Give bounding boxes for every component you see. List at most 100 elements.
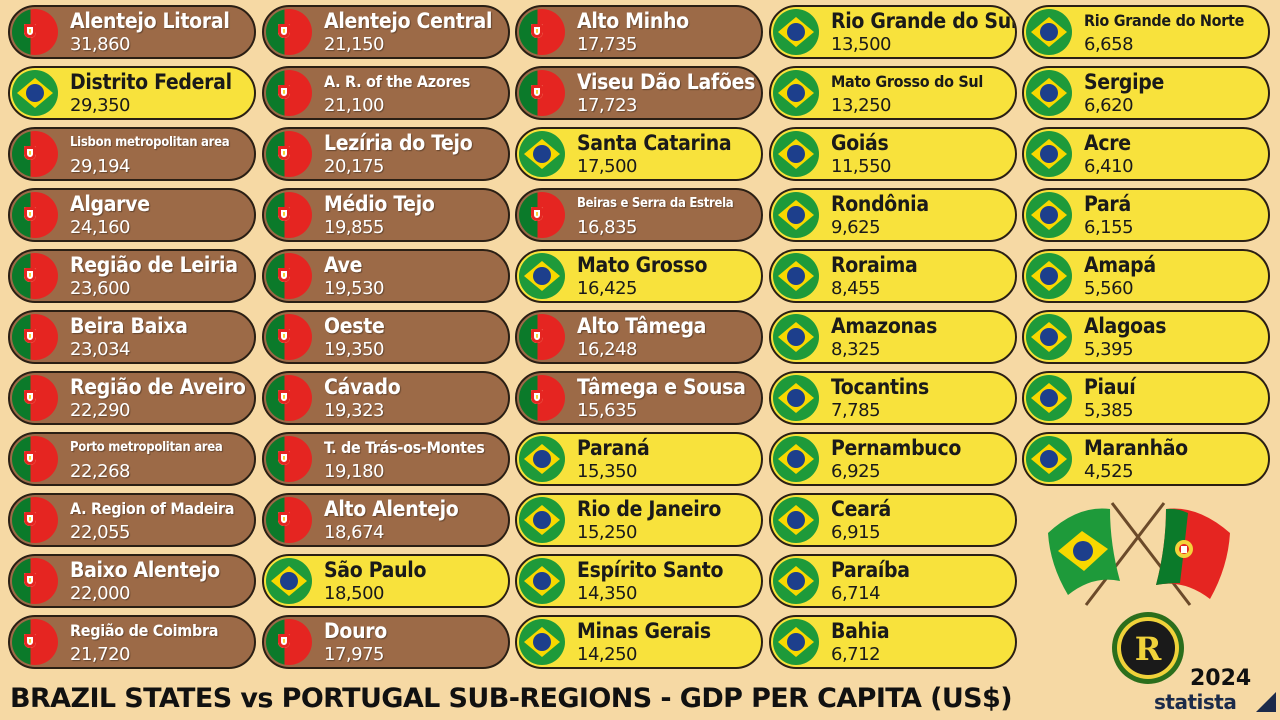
brazil-flag-icon	[1026, 314, 1072, 360]
brazil-flag-icon	[773, 131, 819, 177]
gdp-value: 17,735	[577, 34, 637, 55]
brazil-flag-icon	[1026, 192, 1072, 238]
portugal-flag-icon	[519, 9, 565, 55]
gdp-value: 6,712	[831, 644, 881, 665]
portugal-flag-icon	[12, 314, 58, 360]
region-name: Baixo Alentejo	[70, 558, 220, 582]
gdp-value: 22,055	[70, 522, 130, 543]
region-name: Ave	[324, 253, 363, 277]
portugal-flag-icon	[266, 436, 312, 482]
region-card: T. de Trás-os-Montes 19,180	[262, 432, 510, 486]
gdp-value: 7,785	[831, 400, 881, 421]
region-card: Alto Alentejo 18,674	[262, 493, 510, 547]
region-name: Beira Baixa	[70, 314, 188, 338]
region-name: Amapá	[1084, 253, 1156, 277]
region-card: Oeste 19,350	[262, 310, 510, 364]
gdp-value: 16,248	[577, 339, 637, 360]
region-name: São Paulo	[324, 558, 427, 582]
region-name: Mato Grosso	[577, 253, 708, 277]
region-name: Alto Tâmega	[577, 314, 707, 338]
portugal-flag-icon	[12, 558, 58, 604]
portugal-flag-icon	[519, 314, 565, 360]
brazil-flag-icon	[773, 9, 819, 55]
portugal-flag-icon	[266, 253, 312, 299]
year-label: 2024	[1190, 666, 1252, 691]
gdp-value: 29,350	[70, 95, 130, 116]
statista-arrow-icon	[1256, 692, 1276, 712]
portugal-flag-icon	[519, 192, 565, 238]
region-name: Alto Minho	[577, 9, 689, 33]
region-name: Douro	[324, 619, 387, 643]
region-name: Tâmega e Sousa	[577, 375, 746, 399]
region-name: Distrito Federal	[70, 70, 232, 94]
portugal-flag-icon	[12, 131, 58, 177]
region-card: Piauí 5,385	[1022, 371, 1270, 425]
brazil-flag-icon	[773, 192, 819, 238]
region-name: Região de Aveiro	[70, 375, 246, 399]
gdp-value: 5,385	[1084, 400, 1134, 421]
region-card: Amazonas 8,325	[769, 310, 1017, 364]
region-name: Goiás	[831, 131, 889, 155]
brazil-flag-icon	[773, 436, 819, 482]
gdp-value: 21,150	[324, 34, 384, 55]
portugal-flag-icon	[266, 375, 312, 421]
brazil-flag-icon	[1026, 70, 1072, 116]
gdp-value: 15,635	[577, 400, 637, 421]
region-name: Alto Alentejo	[324, 497, 459, 521]
region-name: Espírito Santo	[577, 558, 724, 582]
region-card: Amapá 5,560	[1022, 249, 1270, 303]
gdp-value: 14,250	[577, 644, 637, 665]
region-card: Lezíria do Tejo 20,175	[262, 127, 510, 181]
region-card: Região de Coimbra 21,720	[8, 615, 256, 669]
region-card: Mato Grosso 16,425	[515, 249, 763, 303]
gdp-value: 29,194	[70, 156, 130, 177]
region-name: Maranhão	[1084, 436, 1188, 460]
portugal-flag-icon	[266, 497, 312, 543]
portugal-flag-icon	[266, 70, 312, 116]
region-card: Cávado 19,323	[262, 371, 510, 425]
gdp-value: 15,250	[577, 522, 637, 543]
region-card: Porto metropolitan area 22,268	[8, 432, 256, 486]
region-card: Bahia 6,712	[769, 615, 1017, 669]
portugal-flag-icon	[519, 70, 565, 116]
page-title: BRAZIL STATES vs PORTUGAL SUB-REGIONS - …	[10, 683, 1013, 714]
region-name: Sergipe	[1084, 70, 1164, 94]
gdp-value: 16,425	[577, 278, 637, 299]
region-name: Minas Gerais	[577, 619, 711, 643]
region-card: Minas Gerais 14,250	[515, 615, 763, 669]
ranking-grid: Alentejo Litoral 31,860 Distrito Federal 29…	[0, 0, 1280, 680]
brazil-flag-icon	[519, 131, 565, 177]
brazil-flag-icon	[12, 70, 58, 116]
region-card: Alto Minho 17,735	[515, 5, 763, 59]
gdp-value: 6,714	[831, 583, 881, 604]
region-card: Rio Grande do Norte 6,658	[1022, 5, 1270, 59]
region-name: Alagoas	[1084, 314, 1167, 338]
brazil-flag-icon	[519, 497, 565, 543]
svg-text:R: R	[1135, 630, 1162, 668]
region-name: Tocantins	[831, 375, 929, 399]
brazil-flag-icon	[773, 253, 819, 299]
region-name: Bahia	[831, 619, 890, 643]
crossed-flags-illustration	[1048, 502, 1230, 606]
channel-logo: R	[1112, 612, 1184, 684]
gdp-value: 8,455	[831, 278, 881, 299]
region-card: Baixo Alentejo 22,000	[8, 554, 256, 608]
gdp-value: 6,658	[1084, 34, 1134, 55]
region-name: Médio Tejo	[324, 192, 435, 216]
gdp-value: 22,290	[70, 400, 130, 421]
portugal-flag-icon	[12, 497, 58, 543]
gdp-value: 17,723	[577, 95, 637, 116]
region-card: Alto Tâmega 16,248	[515, 310, 763, 364]
gdp-value: 13,250	[831, 95, 891, 116]
brazil-flag-icon	[773, 314, 819, 360]
gdp-value: 19,323	[324, 400, 384, 421]
brazil-flag-icon	[1026, 375, 1072, 421]
brazil-flag-icon	[266, 558, 312, 604]
region-name: Amazonas	[831, 314, 938, 338]
gdp-value: 23,034	[70, 339, 130, 360]
gdp-value: 4,525	[1084, 461, 1134, 482]
region-card: Douro 17,975	[262, 615, 510, 669]
region-card: Alentejo Litoral 31,860	[8, 5, 256, 59]
portugal-flag-icon	[12, 9, 58, 55]
region-card: Pernambuco 6,925	[769, 432, 1017, 486]
